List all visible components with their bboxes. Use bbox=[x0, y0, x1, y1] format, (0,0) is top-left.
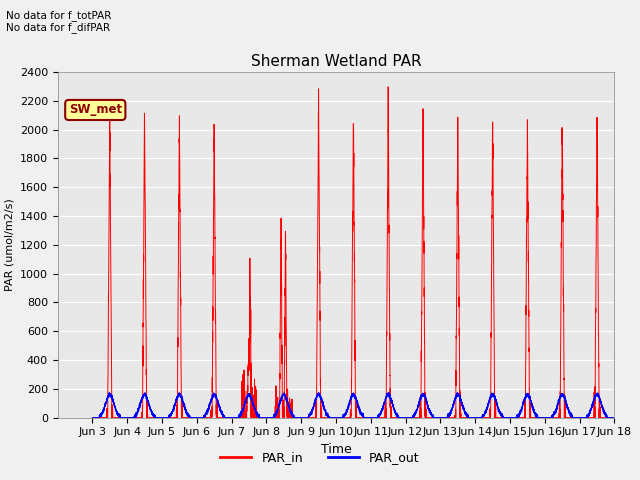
Y-axis label: PAR (umol/m2/s): PAR (umol/m2/s) bbox=[4, 198, 14, 291]
Title: Sherman Wetland PAR: Sherman Wetland PAR bbox=[251, 54, 421, 70]
Legend: PAR_in, PAR_out: PAR_in, PAR_out bbox=[215, 446, 425, 469]
Text: SW_met: SW_met bbox=[68, 104, 122, 117]
Text: No data for f_totPAR
No data for f_difPAR: No data for f_totPAR No data for f_difPA… bbox=[6, 10, 112, 33]
X-axis label: Time: Time bbox=[321, 443, 351, 456]
